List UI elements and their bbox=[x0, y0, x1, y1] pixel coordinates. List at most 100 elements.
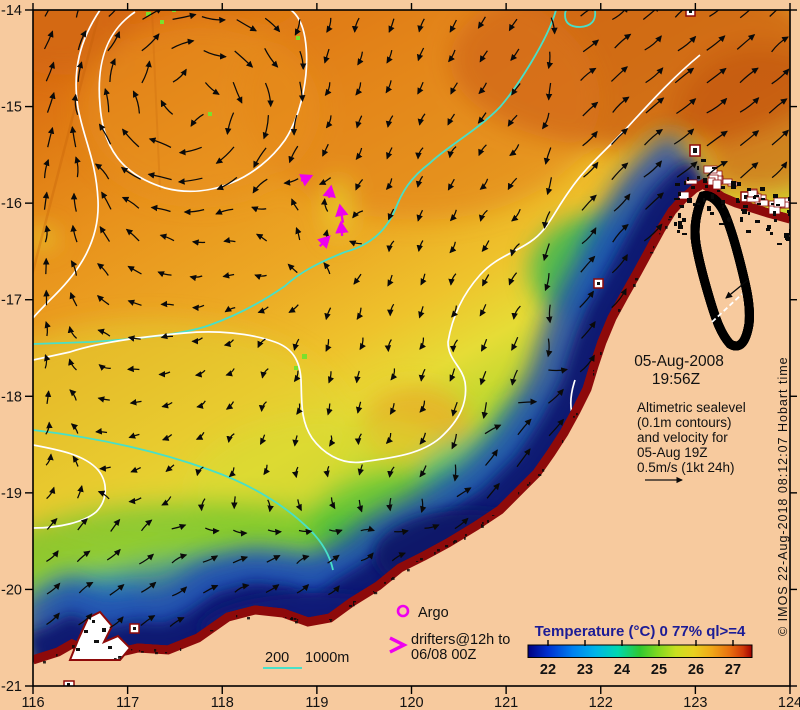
coast-speck bbox=[391, 578, 393, 581]
y-tick-label: -21 bbox=[1, 679, 22, 695]
velocity-arrow bbox=[97, 328, 111, 337]
island-speck bbox=[788, 211, 790, 216]
coast-speck bbox=[353, 601, 356, 603]
velocity-arrow bbox=[128, 432, 140, 439]
coast-speck bbox=[492, 515, 495, 516]
velocity-arrow bbox=[76, 61, 84, 82]
island-speck bbox=[675, 183, 680, 186]
altimetric-line: 05-Aug 19Z bbox=[637, 445, 708, 460]
velocity-arrow bbox=[544, 273, 551, 292]
velocity-arrow bbox=[517, 418, 532, 436]
velocity-arrow bbox=[130, 466, 141, 473]
coast-speck bbox=[295, 621, 298, 624]
y-tick-label: -20 bbox=[1, 582, 22, 598]
velocity-arrow bbox=[511, 305, 521, 320]
velocity-arrow bbox=[318, 177, 332, 185]
drifter-arrow bbox=[335, 203, 349, 223]
velocity-arrow bbox=[416, 47, 425, 62]
velocity-arrow bbox=[510, 369, 518, 386]
velocity-arrow bbox=[542, 243, 550, 262]
velocity-arrow bbox=[481, 402, 488, 419]
velocity-arrow bbox=[706, 67, 727, 84]
velocity-arrow bbox=[43, 158, 50, 179]
island-speck bbox=[674, 198, 678, 200]
velocity-arrow bbox=[109, 58, 116, 83]
velocity-arrow bbox=[545, 304, 553, 324]
island-speck bbox=[743, 205, 748, 208]
velocity-arrow bbox=[546, 338, 553, 358]
velocity-arrow bbox=[94, 163, 110, 180]
velocity-arrow bbox=[234, 50, 254, 68]
velocity-arrow bbox=[706, 97, 728, 114]
x-tick-label: 116 bbox=[21, 695, 44, 710]
copyright-text: © IMOS 22-Aug-2018 08:12:07 Hobart time bbox=[776, 356, 790, 636]
velocity-arrow bbox=[386, 240, 395, 253]
coast-speck bbox=[420, 558, 423, 561]
velocity-arrow bbox=[44, 354, 51, 369]
coast-speck bbox=[593, 373, 595, 376]
velocity-arrow bbox=[258, 401, 267, 412]
velocity-arrow bbox=[583, 161, 599, 178]
coast-speck bbox=[437, 549, 440, 552]
velocity-arrow bbox=[452, 464, 460, 482]
velocity-arrow bbox=[448, 49, 456, 63]
velocity-arrow bbox=[232, 555, 249, 564]
velocity-arrow bbox=[546, 51, 554, 70]
velocity-arrow bbox=[771, 68, 790, 85]
velocity-arrow bbox=[509, 243, 520, 257]
velocity-arrow bbox=[771, 129, 790, 146]
velocity-arrow bbox=[612, 10, 629, 21]
island-speck bbox=[704, 180, 707, 183]
velocity-arrow bbox=[125, 228, 140, 242]
altimetric-line: 0.5m/s (1kt 24h) bbox=[637, 460, 735, 475]
velocity-arrow bbox=[263, 464, 270, 476]
coast-speck bbox=[247, 617, 250, 620]
velocity-arrow bbox=[579, 290, 594, 308]
velocity-arrow bbox=[267, 499, 274, 513]
island-speck bbox=[784, 233, 789, 238]
island-speck bbox=[703, 198, 705, 202]
velocity-arrow bbox=[478, 209, 488, 222]
velocity-arrow bbox=[614, 33, 632, 49]
velocity-arrow bbox=[98, 123, 112, 145]
velocity-arrow bbox=[43, 30, 54, 50]
velocity-arrow bbox=[328, 528, 343, 536]
velocity-arrow bbox=[706, 35, 726, 51]
x-tick-label: 121 bbox=[494, 695, 518, 710]
x-axis-labels: 116 117 118 119 120 121 122 123 124 bbox=[21, 695, 800, 710]
velocity-arrow bbox=[44, 10, 50, 17]
island-speck bbox=[753, 196, 756, 199]
velocity-arrow bbox=[518, 398, 538, 406]
altimetric-line: Altimetric sealevel bbox=[637, 400, 746, 415]
velocity-arrow bbox=[257, 306, 269, 314]
velocity-arrow bbox=[391, 552, 406, 562]
map-interior bbox=[33, 10, 790, 686]
bay-arrow bbox=[725, 279, 749, 299]
velocity-arrow bbox=[236, 19, 257, 32]
altimetric-line: (0.1m contours) bbox=[637, 415, 732, 430]
velocity-arrow bbox=[67, 325, 78, 339]
colorbar-tick-label: 27 bbox=[725, 662, 741, 678]
velocity-arrow bbox=[127, 335, 141, 342]
velocity-arrow bbox=[191, 337, 203, 345]
velocity-arrow bbox=[224, 305, 236, 313]
velocity-arrow bbox=[771, 161, 788, 179]
velocity-arrow bbox=[69, 126, 77, 148]
velocity-arrow bbox=[355, 147, 363, 160]
coast-speck bbox=[180, 648, 182, 651]
velocity-arrow bbox=[325, 339, 332, 352]
velocity-arrow bbox=[417, 113, 426, 126]
velocity-arrow bbox=[157, 271, 172, 278]
velocity-arrow bbox=[295, 499, 302, 512]
coast-speck bbox=[482, 522, 484, 525]
velocity-arrow bbox=[542, 112, 550, 130]
coast-speck bbox=[373, 591, 375, 593]
velocity-arrow bbox=[161, 434, 173, 441]
island-speck bbox=[774, 219, 777, 222]
velocity-arrow bbox=[141, 60, 152, 84]
velocity-arrow bbox=[323, 262, 331, 275]
small-islands bbox=[63, 10, 752, 686]
velocity-arrow bbox=[486, 482, 500, 499]
velocity-arrow bbox=[254, 273, 267, 281]
velocity-arrow bbox=[178, 146, 202, 156]
